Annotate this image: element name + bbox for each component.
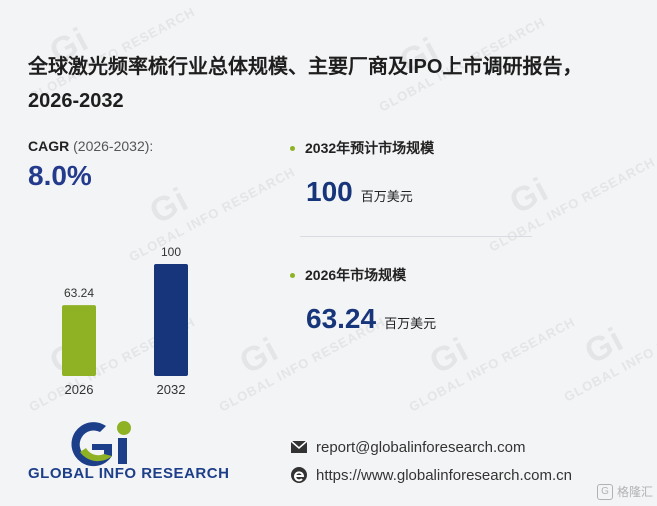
stat-heading: 2032年预计市场规模 bbox=[305, 140, 435, 156]
bullet-dot bbox=[290, 145, 295, 151]
bar-2032 bbox=[154, 264, 188, 376]
stat-value: 100 bbox=[306, 176, 353, 207]
badge-icon: G bbox=[596, 483, 613, 500]
edge-browser-icon bbox=[291, 467, 307, 483]
category-label: 2032 bbox=[157, 382, 186, 397]
cagr-value: 8.0% bbox=[28, 160, 92, 191]
bar-value-label: 100 bbox=[161, 245, 181, 259]
stat-value: 63.24 bbox=[306, 303, 377, 334]
contact-website: https://www.globalinforesearch.com.cn bbox=[290, 466, 572, 484]
bullet-dot bbox=[290, 272, 295, 278]
brand-logo bbox=[71, 421, 131, 467]
envelope-icon bbox=[290, 440, 308, 453]
report-title: 全球激光频率梳行业总体规模、主要厂商及IPO上市调研报告，2026-2032 bbox=[28, 56, 583, 112]
contact-email: report@globalinforesearch.com bbox=[290, 438, 526, 456]
stat-unit: 百万美元 bbox=[384, 316, 437, 331]
stat-2026: 2026年市场规模 63.24 百万美元 bbox=[290, 265, 436, 335]
bar-value-label: 63.24 bbox=[64, 286, 94, 300]
cagr-label: CAGR (2026-2032): bbox=[28, 138, 153, 154]
brand-name: GLOBAL INFO RESEARCH bbox=[28, 465, 230, 482]
badge-text: 格隆汇 bbox=[616, 485, 653, 499]
bar-chart: 63.24 2026 100 2032 bbox=[62, 245, 188, 397]
stat-unit: 百万美元 bbox=[360, 189, 413, 204]
email-text: report@globalinforesearch.com bbox=[316, 438, 526, 456]
source-badge: G 格隆汇 bbox=[596, 483, 653, 500]
cagr-label-text: CAGR bbox=[28, 138, 70, 154]
divider bbox=[300, 236, 532, 237]
stat-2032: 2032年预计市场规模 100 百万美元 bbox=[290, 138, 434, 208]
stat-heading: 2026年市场规模 bbox=[305, 267, 407, 283]
bar-2026 bbox=[62, 305, 96, 376]
cagr-period: (2026-2032): bbox=[73, 138, 154, 154]
category-label: 2026 bbox=[65, 382, 94, 397]
website-text: https://www.globalinforesearch.com.cn bbox=[316, 466, 572, 484]
